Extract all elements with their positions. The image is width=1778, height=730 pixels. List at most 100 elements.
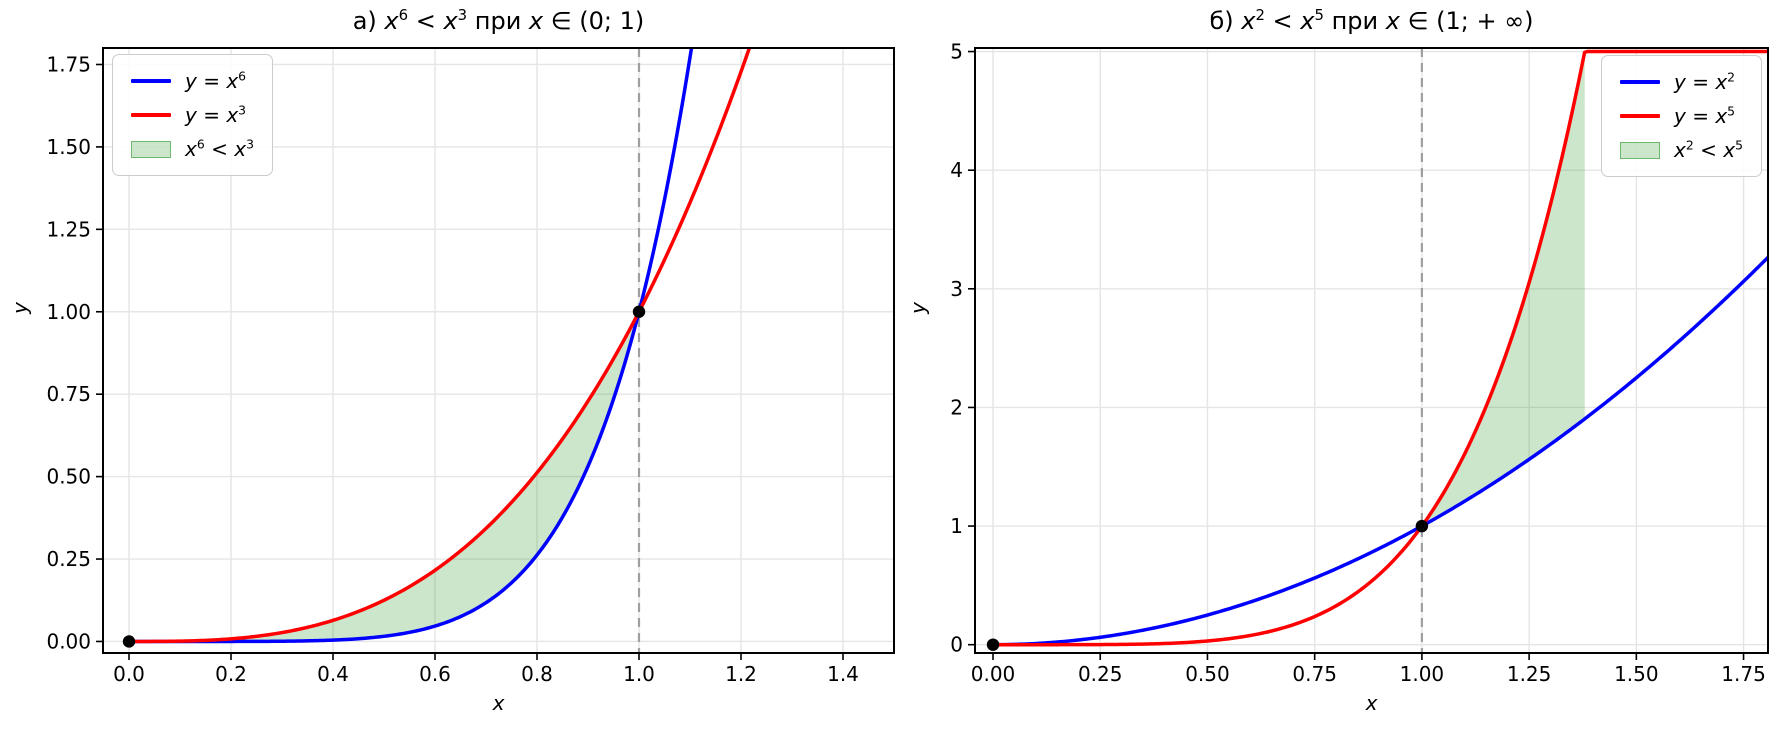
y-tick-label: 0.25 [46,547,91,571]
legend-label: y = x3 [185,103,246,127]
text-segment: = [1685,70,1716,94]
x-tick-label: 0.0 [113,662,145,686]
x-tick-label: 1.50 [1614,662,1659,686]
x-tick-label: 1.25 [1507,662,1552,686]
plot-area [127,48,752,653]
legend-label: y = x2 [1674,70,1735,94]
intersection-point-marker [986,638,1000,651]
legend-line-swatch [131,79,171,83]
text-segment: y [185,69,197,93]
text-segment: x [1715,70,1728,94]
text-segment: x [1241,7,1256,35]
chart-right: 0.00 0.25 0.50 0.75 1.00 1.25 1.50 1.75 0 1 2 3 4 5 [950,40,1769,686]
y-tick-label: 2 [950,395,963,419]
text-segment: 2 [1727,69,1736,85]
y-tick-label: 3 [950,277,963,301]
text-segment: 5 [1314,6,1324,24]
y-tick-label: 0.50 [46,465,91,489]
text-segment: 3 [457,6,468,24]
y-tick-label: 0.00 [46,629,91,653]
y-tick-label: 0.75 [46,382,91,406]
chart-left-title: а) x6 < x3 при x ∈ (0; 1) [103,7,894,35]
x-tick-label: 0.4 [317,662,349,686]
text-segment: x [1715,104,1728,128]
text-segment: 3 [238,102,247,118]
text-segment: < [204,137,235,161]
axes-spines [102,47,895,654]
x-tick-label: 0.50 [1185,662,1230,686]
text-segment: б) [1209,7,1242,35]
text-segment: < [1693,138,1724,162]
y-tick-label: 1.75 [46,52,91,76]
text-segment: 2 [1685,137,1694,153]
x-tick-label: 0.2 [215,662,247,686]
y-tick-label: 1 [950,514,963,538]
legend-patch-swatch [131,140,171,158]
text-segment: 5 [1727,103,1736,119]
intersection-point-marker [122,635,136,648]
y-tick-label: 1.25 [46,217,91,241]
curve-y=x⁵ [991,49,1768,647]
y-tick-label: 0 [950,633,963,657]
text-segment: y [185,103,197,127]
x-tick-label: 0.75 [1292,662,1337,686]
text-segment: ∈ (0; 1) [543,7,645,35]
legend-label: x2 < x5 [1674,138,1743,162]
legend-item: x2 < x5 [1610,133,1753,167]
legend-item: x6 < x3 [121,132,264,166]
y-tick-label: 1.00 [46,300,91,324]
text-segment: = [1685,104,1716,128]
text-segment: y [1674,70,1686,94]
intersection-point-marker [1415,519,1429,533]
text-segment: x [1723,138,1736,162]
x-tick-label: 0.8 [521,662,553,686]
text-segment: = [196,69,227,93]
x-tick-label: 0.6 [419,662,451,686]
x-tick-label: 0.00 [971,662,1016,686]
legend-label: x6 < x3 [185,137,254,161]
text-segment: ∈ (1; + ∞) [1399,7,1534,35]
legend-item: y = x5 [1610,99,1753,133]
x-tick-label: 1.0 [623,662,655,686]
text-segment: < [1264,7,1301,35]
x-tick-label: 0.25 [1078,662,1123,686]
chart-left-ylabel: y [8,302,32,314]
text-segment: = [196,103,227,127]
legend-line-swatch [1620,114,1660,118]
chart-right-xlabel: x [1365,691,1378,715]
text-segment: 5 [1735,137,1743,153]
inequality-region-fill [129,311,639,642]
y-tick-label: 1.50 [46,135,91,159]
legend-item: y = x2 [1610,65,1753,99]
text-segment: x [1300,7,1315,35]
chart-left-legend: y = x6 y = x3 x6 < x3 [112,54,273,176]
legend-label: y = x5 [1674,104,1735,128]
chart-right-ylabel: y [906,302,930,314]
text-segment: 6 [398,6,409,24]
legend-patch-swatch [1620,141,1660,159]
intersection-point-marker [632,305,646,318]
y-tick-label: 4 [950,158,963,182]
text-segment: < [408,7,444,35]
text-segment: 2 [1255,6,1265,24]
text-segment: y [1674,104,1686,128]
axes-spines [974,47,1769,654]
chart-left-xlabel: x [492,691,505,715]
curve-y=x⁶ [127,48,694,644]
text-segment: при [467,7,529,35]
text-segment: 6 [238,68,247,84]
text-segment: 6 [196,136,205,152]
legend-label: y = x6 [185,69,246,93]
plot-area [991,48,1768,653]
legend-item: y = x3 [121,98,264,132]
text-segment: x [234,137,247,161]
text-segment: при [1323,7,1386,35]
x-tick-label: 1.2 [725,662,757,686]
curve-y=x³ [127,48,752,644]
legend-line-swatch [131,113,171,117]
x-tick-label: 1.00 [1400,662,1445,686]
chart-right-title: б) x2 < x5 при x ∈ (1; + ∞) [975,7,1768,35]
text-segment: x [1674,138,1686,162]
